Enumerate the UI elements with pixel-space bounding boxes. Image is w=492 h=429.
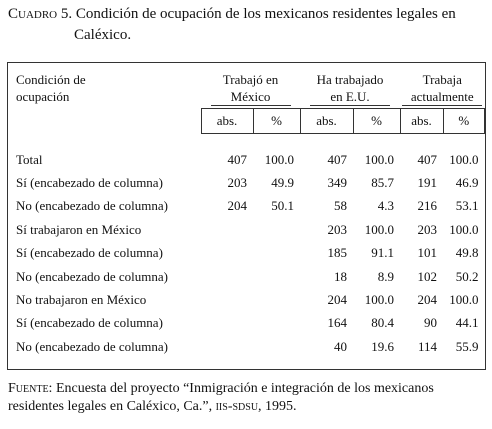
source-label: Fuente:	[8, 381, 53, 396]
table-row: No trabajaron en México 204 100.0 204 100.0	[8, 288, 485, 311]
source-year: , 1995.	[258, 399, 297, 414]
source-org: iis-sdsu	[215, 399, 259, 414]
table-row: Sí (encabezado de columna) 203 49.9 349 85.7…	[8, 171, 485, 194]
cell: 50.1	[271, 198, 294, 214]
stub-header-text: Condición de ocupación	[16, 72, 86, 104]
caption-label: Cuadro 5.	[8, 6, 73, 22]
cell: 58	[334, 198, 347, 214]
row-label: Sí (encabezado de columna)	[16, 245, 163, 261]
row-label: Sí (encabezado de columna)	[16, 315, 163, 331]
cell: 100.0	[449, 221, 479, 237]
cell: 18	[334, 268, 347, 284]
group-text: Ha trabajado en E.U.	[310, 71, 390, 106]
cell: 100.0	[364, 221, 394, 237]
caption-text: Condición de ocupación de los mexicanos …	[74, 6, 456, 43]
cell	[253, 312, 300, 335]
cell: 100.0	[364, 292, 394, 308]
cell	[253, 265, 300, 288]
cell: 102	[417, 268, 438, 284]
cell: 100.0	[449, 292, 479, 308]
caption: Cuadro 5. Condición de ocupación de los …	[8, 4, 478, 46]
cell: 407	[417, 151, 438, 167]
cell: 191	[417, 175, 438, 191]
cell: 204	[327, 292, 348, 308]
cell: 53.1	[455, 198, 479, 214]
cell: 85.7	[371, 175, 394, 191]
table-row: Sí trabajaron en México 203 100.0 203 100.0	[8, 218, 485, 241]
cell: 100.0	[264, 151, 294, 167]
cell: 203	[417, 221, 438, 237]
row-label: Sí trabajaron en México	[16, 221, 142, 237]
subheader: %	[442, 108, 485, 134]
cell	[253, 288, 300, 311]
cell: 164	[327, 315, 348, 331]
cell	[253, 218, 300, 241]
group-text: Trabaja actualmente	[402, 71, 483, 106]
table-row: No (encabezado de columna) 40 19.6 114 55.9	[8, 335, 485, 358]
row-label: No (encabezado de columna)	[16, 338, 168, 354]
cell: 114	[417, 338, 437, 354]
stub-header: Condición de ocupación	[8, 63, 201, 134]
cell: 90	[424, 315, 437, 331]
row-label: No trabajaron en México	[16, 292, 147, 308]
cell	[201, 288, 253, 311]
cell: 407	[227, 151, 248, 167]
cell	[201, 312, 253, 335]
cell: 40	[334, 338, 347, 354]
cell: 91.1	[371, 245, 394, 261]
subheader: abs.	[299, 108, 354, 134]
table-row: Sí (encabezado de columna) 164 80.4 90 44.1	[8, 312, 485, 335]
table: Condición de ocupación Trabajó en México…	[8, 63, 485, 359]
cell	[253, 242, 300, 265]
cell: 204	[227, 198, 248, 214]
subheader: abs.	[200, 108, 254, 134]
cell: 216	[417, 198, 438, 214]
cell	[201, 242, 253, 265]
cell: 4.3	[377, 198, 394, 214]
cell: 49.9	[271, 175, 294, 191]
table-row: No (encabezado de columna) 18 8.9 102 50.2	[8, 265, 485, 288]
cell: 203	[227, 175, 248, 191]
cell	[253, 335, 300, 358]
group-header: Ha trabajado en E.U.	[300, 63, 400, 109]
cell: 100.0	[449, 151, 479, 167]
group-header: Trabajó en México	[201, 63, 300, 109]
group-text: Trabajó en México	[210, 71, 291, 106]
cell: 19.6	[371, 338, 394, 354]
row-label: Sí (encabezado de columna)	[16, 175, 163, 191]
row-label: No (encabezado de columna)	[16, 268, 168, 284]
cell: 50.2	[455, 268, 479, 284]
cell: 349	[327, 175, 348, 191]
source-text: Encuesta del proyecto “Inmigración e int…	[8, 381, 434, 414]
row-label: Total	[16, 151, 43, 167]
table-row: Sí (encabezado de columna) 185 91.1 101 49.8	[8, 242, 485, 265]
row-label: No (encabezado de columna)	[16, 198, 168, 214]
cell: 44.1	[455, 315, 479, 331]
cell: 185	[327, 245, 348, 261]
cell	[201, 335, 253, 358]
subheader: %	[352, 108, 401, 134]
cell: 46.9	[455, 175, 479, 191]
cell: 101	[417, 245, 438, 261]
cell: 8.9	[377, 268, 394, 284]
cell: 407	[327, 151, 348, 167]
cell: 55.9	[455, 338, 479, 354]
subheader: %	[252, 108, 301, 134]
source-note: Fuente: Encuesta del proyecto “Inmigraci…	[8, 380, 478, 416]
subheader: abs.	[399, 108, 444, 134]
table-row: Total 407 100.0 407 100.0 407 100.0	[8, 148, 485, 171]
cell: 204	[417, 292, 438, 308]
table-row: No (encabezado de columna) 204 50.1 58 4.3 21…	[8, 195, 485, 218]
cell: 80.4	[371, 315, 394, 331]
group-header: Trabaja actualmente	[400, 63, 485, 109]
cell: 100.0	[364, 151, 394, 167]
cell	[201, 265, 253, 288]
cell: 49.8	[455, 245, 479, 261]
cell	[201, 218, 253, 241]
table-box: Condición de ocupación Trabajó en México…	[7, 62, 486, 370]
cell: 203	[327, 221, 348, 237]
